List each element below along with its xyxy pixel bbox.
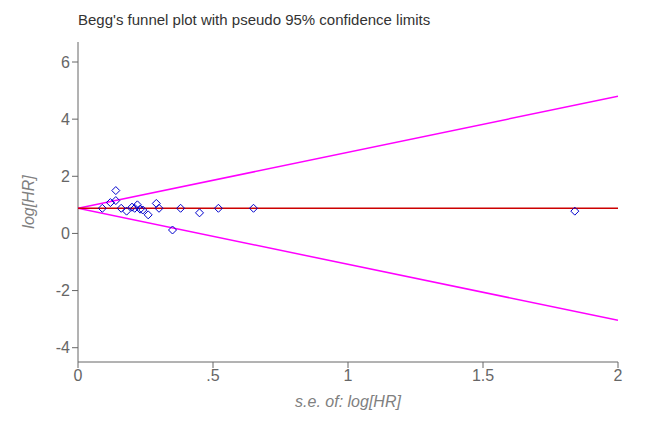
svg-text:1.5: 1.5 — [472, 367, 494, 384]
svg-text:.5: .5 — [206, 367, 219, 384]
svg-text:6: 6 — [61, 54, 70, 71]
svg-text:0: 0 — [74, 367, 83, 384]
svg-text:1: 1 — [344, 367, 353, 384]
html-text:Begg's funnel plot with pseudo: Begg's funnel plot with pseudo 95% confi… — [78, 11, 431, 28]
svg-text:2: 2 — [61, 168, 70, 185]
svg-text:2: 2 — [614, 367, 623, 384]
svg-text:-2: -2 — [56, 282, 70, 299]
svg-text:-4: -4 — [56, 339, 70, 356]
svg-text:0: 0 — [61, 225, 70, 242]
svg-text:log[HR]: log[HR] — [20, 175, 37, 229]
svg-text:s.e. of: log[HR]: s.e. of: log[HR] — [295, 393, 401, 410]
svg-text:4: 4 — [61, 111, 70, 128]
